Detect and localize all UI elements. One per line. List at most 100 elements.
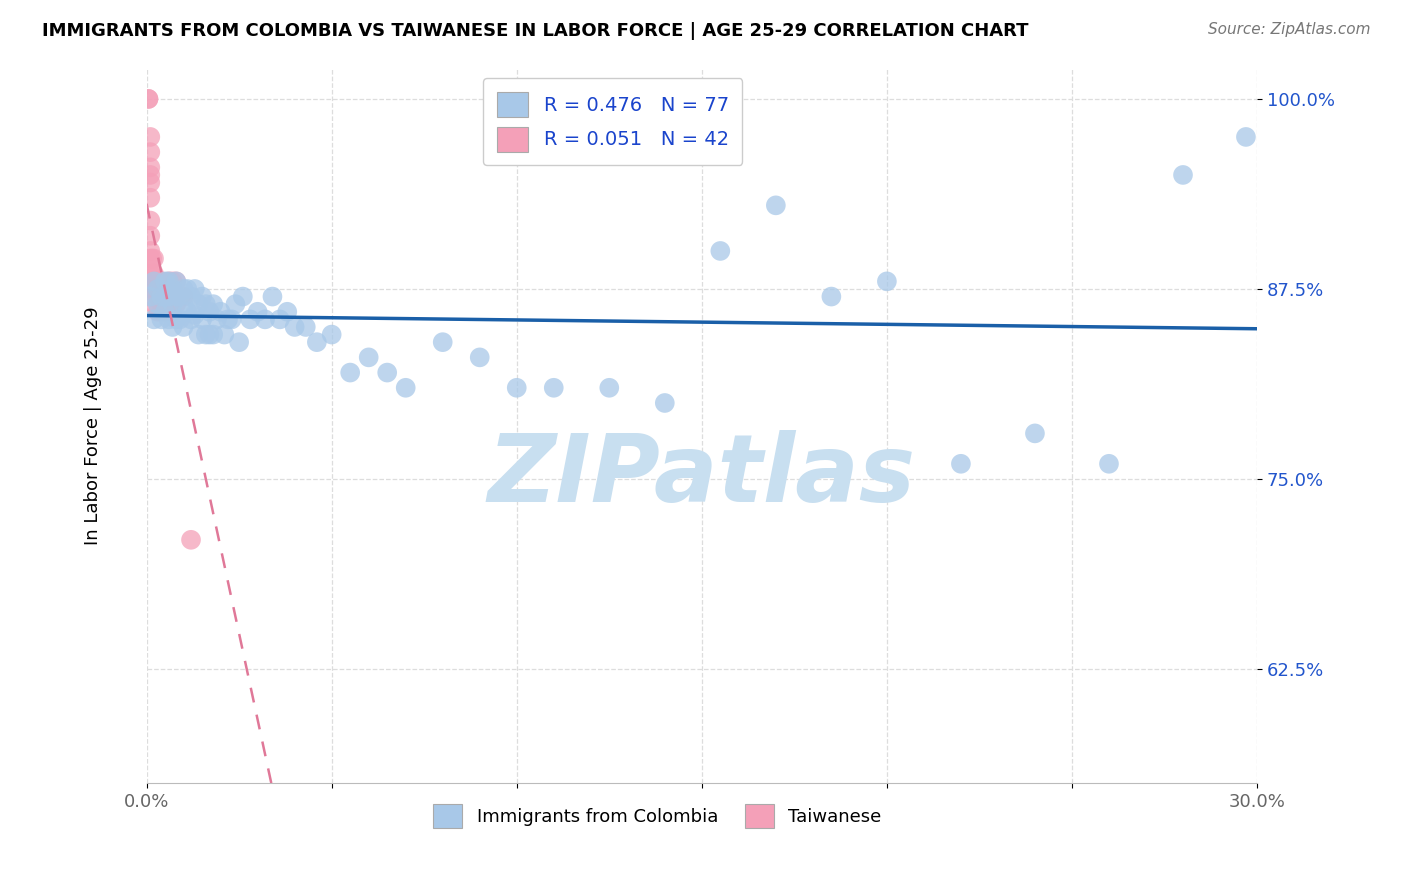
Point: [820, 289, 842, 303]
Point: [217, 312, 239, 326]
Point: [165, 289, 187, 303]
Point: [146, 289, 169, 303]
Point: [543, 381, 565, 395]
Point: [143, 274, 166, 288]
Point: [139, 161, 162, 175]
Point: [173, 282, 195, 296]
Point: [1024, 426, 1046, 441]
Point: [262, 289, 284, 303]
Text: In Labor Force | Age 25-29: In Labor Force | Age 25-29: [84, 307, 103, 545]
Point: [153, 289, 176, 303]
Point: [139, 213, 162, 227]
Point: [139, 191, 162, 205]
Point: [138, 92, 160, 106]
Point: [180, 533, 202, 547]
Point: [153, 305, 176, 319]
Point: [205, 312, 228, 326]
Point: [146, 297, 169, 311]
Point: [139, 130, 162, 145]
Point: [141, 252, 163, 266]
Point: [139, 289, 162, 303]
Point: [709, 244, 731, 258]
Point: [269, 312, 291, 326]
Point: [173, 297, 195, 311]
Point: [162, 289, 184, 303]
Point: [139, 168, 162, 182]
Point: [165, 274, 187, 288]
Point: [150, 305, 173, 319]
Point: [180, 289, 202, 303]
Point: [143, 282, 166, 296]
Point: [176, 282, 198, 296]
Point: [949, 457, 972, 471]
Point: [141, 282, 163, 296]
Point: [139, 145, 162, 160]
Point: [305, 335, 328, 350]
Point: [153, 282, 176, 296]
Point: [187, 327, 209, 342]
Point: [169, 289, 191, 303]
Point: [169, 289, 191, 303]
Point: [153, 274, 176, 288]
Text: ZIPatlas: ZIPatlas: [488, 430, 915, 522]
Point: [157, 297, 180, 311]
Point: [157, 274, 180, 288]
Point: [141, 267, 163, 281]
Point: [139, 252, 162, 266]
Point: [150, 312, 173, 326]
Point: [146, 282, 169, 296]
Point: [191, 312, 214, 326]
Point: [506, 381, 529, 395]
Point: [165, 297, 187, 311]
Point: [395, 381, 418, 395]
Point: [146, 274, 169, 288]
Point: [183, 282, 205, 296]
Point: [357, 351, 380, 365]
Point: [432, 335, 454, 350]
Point: [214, 327, 236, 342]
Point: [173, 320, 195, 334]
Point: [232, 289, 254, 303]
Point: [150, 297, 173, 311]
Point: [173, 289, 195, 303]
Point: [221, 312, 243, 326]
Point: [1234, 130, 1257, 145]
Point: [139, 267, 162, 281]
Point: [169, 312, 191, 326]
Point: [146, 305, 169, 319]
Point: [276, 305, 298, 319]
Point: [339, 366, 361, 380]
Text: Source: ZipAtlas.com: Source: ZipAtlas.com: [1208, 22, 1371, 37]
Point: [162, 320, 184, 334]
Point: [157, 312, 180, 326]
Point: [157, 274, 180, 288]
Point: [598, 381, 620, 395]
Point: [187, 297, 209, 311]
Point: [254, 312, 277, 326]
Point: [138, 92, 160, 106]
Point: [176, 305, 198, 319]
Point: [150, 289, 173, 303]
Point: [239, 312, 262, 326]
Point: [228, 335, 250, 350]
Point: [321, 327, 343, 342]
Point: [162, 297, 184, 311]
Point: [375, 366, 398, 380]
Text: IMMIGRANTS FROM COLOMBIA VS TAIWANESE IN LABOR FORCE | AGE 25-29 CORRELATION CHA: IMMIGRANTS FROM COLOMBIA VS TAIWANESE IN…: [42, 22, 1029, 40]
Point: [202, 297, 225, 311]
Point: [194, 297, 217, 311]
Point: [209, 305, 232, 319]
Point: [198, 327, 221, 342]
Point: [139, 244, 162, 258]
Point: [150, 282, 173, 296]
Point: [146, 282, 169, 296]
Point: [153, 289, 176, 303]
Point: [153, 305, 176, 319]
Point: [191, 289, 214, 303]
Point: [183, 308, 205, 322]
Point: [162, 274, 184, 288]
Point: [143, 297, 166, 311]
Point: [165, 312, 187, 326]
Point: [143, 267, 166, 281]
Point: [246, 305, 269, 319]
